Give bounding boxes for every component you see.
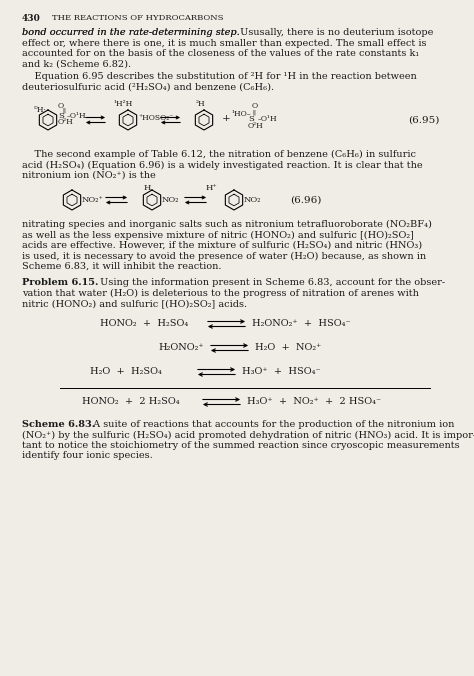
Text: H₂O  +  NO₂⁺: H₂O + NO₂⁺	[255, 343, 321, 352]
Text: O²H: O²H	[248, 122, 264, 130]
Text: Ususally, there is no deuterium isotope: Ususally, there is no deuterium isotope	[237, 28, 433, 37]
Text: S: S	[58, 112, 64, 120]
Text: acid (H₂SO₄) (Equation 6.96) is a widely investigated reaction. It is clear that: acid (H₂SO₄) (Equation 6.96) is a widely…	[22, 160, 423, 170]
Text: HONO₂  +  H₂SO₄: HONO₂ + H₂SO₄	[100, 319, 188, 328]
Text: Scheme 6.83, it will inhibit the reaction.: Scheme 6.83, it will inhibit the reactio…	[22, 262, 221, 271]
Text: NO₂: NO₂	[244, 196, 262, 204]
Text: Problem 6.15.: Problem 6.15.	[22, 278, 99, 287]
Text: ᴰH·: ᴰH·	[34, 106, 47, 114]
Text: effect or, where there is one, it is much smaller than expected. The small effec: effect or, where there is one, it is muc…	[22, 39, 427, 47]
Text: NO₂: NO₂	[162, 196, 180, 204]
Text: bond occurred in the rate-determining step.: bond occurred in the rate-determining st…	[22, 28, 240, 37]
Text: THE REACTIONS OF HYDROCARBONS: THE REACTIONS OF HYDROCARBONS	[52, 14, 224, 22]
Text: H₂O  +  H₂SO₄: H₂O + H₂SO₄	[90, 367, 162, 376]
Text: The second example of Table 6.12, the nitration of benzene (C₆H₆) in sulfuric: The second example of Table 6.12, the ni…	[22, 150, 416, 159]
Text: (6.96): (6.96)	[290, 196, 321, 205]
Text: O: O	[58, 102, 64, 110]
Text: ∥: ∥	[252, 110, 255, 116]
Text: H₃O⁺  +  HSO₄⁻: H₃O⁺ + HSO₄⁻	[242, 367, 320, 376]
Text: (6.95): (6.95)	[408, 116, 439, 125]
Text: tant to notice the stoichiometry of the summed reaction since cryoscopic measure: tant to notice the stoichiometry of the …	[22, 441, 460, 450]
Text: H₂ONO₂⁺: H₂ONO₂⁺	[158, 343, 204, 352]
Text: –O¹H: –O¹H	[67, 112, 87, 120]
Text: –O¹H: –O¹H	[258, 115, 278, 123]
Text: accounted for on the basis of the closeness of the values of the rate constants : accounted for on the basis of the closen…	[22, 49, 419, 58]
Text: ²H: ²H	[196, 100, 206, 108]
Text: A suite of reactions that accounts for the production of the nitronium ion: A suite of reactions that accounts for t…	[90, 420, 455, 429]
Text: HONO₂  +  2 H₂SO₄: HONO₂ + 2 H₂SO₄	[82, 397, 180, 406]
Text: vation that water (H₂O) is deleterious to the progress of nitration of arenes wi: vation that water (H₂O) is deleterious t…	[22, 289, 419, 297]
Text: H₂ONO₂⁺  +  HSO₄⁻: H₂ONO₂⁺ + HSO₄⁻	[252, 319, 351, 328]
Text: ¹H²H: ¹H²H	[114, 100, 133, 108]
Text: O: O	[252, 102, 258, 110]
Text: ∥: ∥	[62, 108, 65, 114]
Text: ⁺HOSO₂⁻: ⁺HOSO₂⁻	[138, 114, 173, 122]
Text: O²H: O²H	[58, 118, 74, 126]
Text: identify four ionic species.: identify four ionic species.	[22, 452, 153, 460]
Text: as well as the less expensive mixture of nitric (HONO₂) and sulfuric [(HO)₂SO₂]: as well as the less expensive mixture of…	[22, 231, 414, 239]
Text: S: S	[248, 115, 254, 123]
Text: acids are effective. However, if the mixture of sulfuric (H₂SO₄) and nitric (HNO: acids are effective. However, if the mix…	[22, 241, 422, 250]
Text: ¹HO–: ¹HO–	[232, 110, 252, 118]
Text: (NO₂⁺) by the sulfuric (H₂SO₄) acid promoted dehydration of nitric (HNO₃) acid. : (NO₂⁺) by the sulfuric (H₂SO₄) acid prom…	[22, 431, 474, 439]
Text: Scheme 6.83.: Scheme 6.83.	[22, 420, 95, 429]
Text: +: +	[222, 114, 231, 123]
Text: NO₂⁺: NO₂⁺	[82, 196, 104, 204]
Text: bond occurred in the rate-determining step.: bond occurred in the rate-determining st…	[22, 28, 240, 37]
Text: nitronium ion (NO₂⁺) is the: nitronium ion (NO₂⁺) is the	[22, 171, 156, 180]
Text: H₃O⁺  +  NO₂⁺  +  2 HSO₄⁻: H₃O⁺ + NO₂⁺ + 2 HSO₄⁻	[247, 397, 381, 406]
Text: H: H	[144, 184, 151, 192]
Text: 430: 430	[22, 14, 41, 23]
Text: nitrating species and inorganic salts such as nitronium tetrafluoroborate (NO₂BF: nitrating species and inorganic salts su…	[22, 220, 432, 229]
Text: is used, it is necessary to avoid the presence of water (H₂O) because, as shown : is used, it is necessary to avoid the pr…	[22, 251, 426, 261]
Text: nitric (HONO₂) and sulfuric [(HO)₂SO₂] acids.: nitric (HONO₂) and sulfuric [(HO)₂SO₂] a…	[22, 299, 247, 308]
Text: Using the information present in Scheme 6.83, account for the obser-: Using the information present in Scheme …	[97, 278, 445, 287]
Text: deuteriosulfuric acid (²H₂SO₄) and benzene (C₆H₆).: deuteriosulfuric acid (²H₂SO₄) and benze…	[22, 82, 274, 91]
Text: H⁺: H⁺	[206, 184, 218, 192]
Text: Equation 6.95 describes the substitution of ²H for ¹H in the reaction between: Equation 6.95 describes the substitution…	[22, 72, 417, 81]
Text: and k₂ (Scheme 6.82).: and k₂ (Scheme 6.82).	[22, 59, 131, 68]
